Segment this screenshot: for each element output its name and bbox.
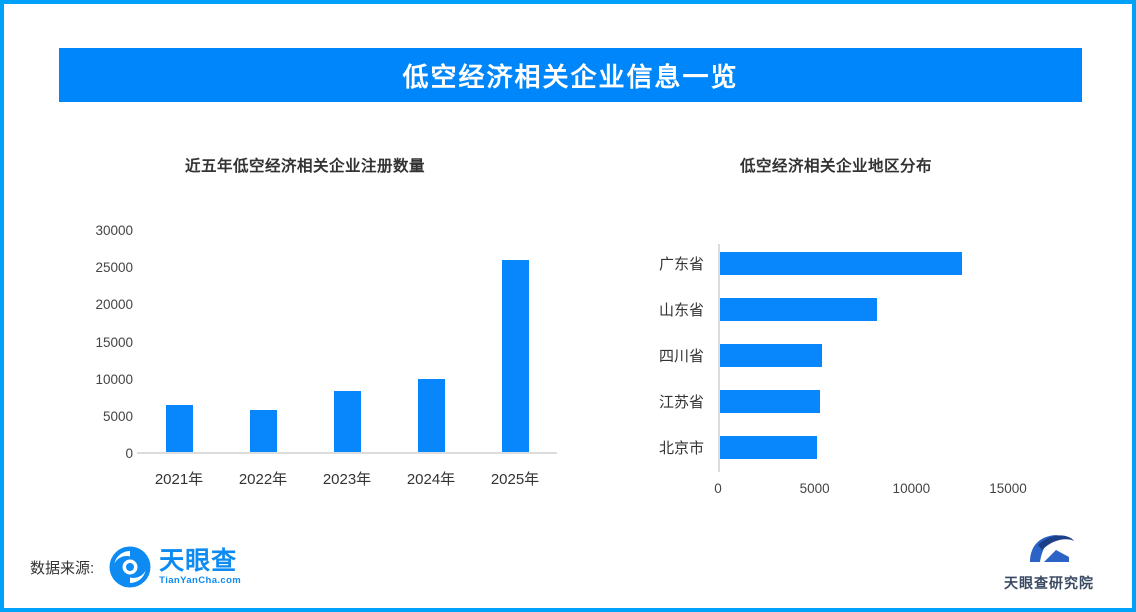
y-axis-tick-label: 5000: [102, 408, 133, 424]
bar-广东省: [718, 251, 962, 275]
y-axis-line: [718, 244, 720, 472]
bar-2022年: [249, 409, 277, 452]
chart-row: 广东省: [640, 240, 1100, 286]
region-bar-chart: 广东省山东省四川省江苏省北京市 0 5000 10000 15000: [640, 240, 1100, 510]
research-institute-label: 天眼查研究院: [1004, 575, 1094, 591]
x-axis-category-label: 2021年: [154, 471, 204, 488]
tianyancha-logo-subtext: TianYanCha.com: [159, 575, 242, 586]
data-source-label: 数据来源:: [30, 559, 95, 577]
category-label: 山东省: [658, 301, 704, 319]
y-axis-tick-label: 20000: [95, 297, 133, 313]
x-axis-category-label: 2024年: [406, 471, 456, 488]
y-axis-tick-label: 25000: [95, 260, 133, 276]
x-axis-category-label: 2023年: [322, 471, 372, 488]
x-axis-category-label: 2025年: [490, 471, 540, 488]
chart-row: 山东省: [640, 286, 1100, 332]
data-source: 数据来源: 天眼查 TianYanCha.com: [30, 545, 241, 589]
chart-row: 北京市: [640, 424, 1100, 470]
plot-area: [137, 231, 557, 454]
y-axis-tick-label: 0: [125, 446, 133, 461]
bar-2023年: [333, 391, 361, 452]
bar-2021年: [165, 405, 193, 452]
chart-row: 江苏省: [640, 378, 1100, 424]
tianyancha-logo-text: 天眼查: [159, 547, 238, 575]
research-institute-mark-icon: [1030, 535, 1074, 562]
x-axis-tick-label: 15000: [989, 481, 1027, 496]
tianyancha-eye-icon: [109, 546, 151, 588]
bar-2024年: [417, 379, 445, 452]
x-axis-tick-label: 5000: [799, 481, 830, 496]
category-label: 北京市: [658, 439, 704, 457]
y-axis-tick-label: 30000: [95, 223, 133, 238]
category-label: 江苏省: [658, 393, 704, 411]
y-axis-tick-label: 15000: [95, 334, 133, 350]
tianyancha-logo: 天眼查 TianYanCha.com: [108, 545, 241, 589]
x-axis-category-label: 2022年: [238, 471, 288, 488]
bar-四川省: [718, 343, 823, 367]
page-title-banner: 低空经济相关企业信息一览: [59, 48, 1082, 102]
region-chart-title: 低空经济相关企业地区分布: [740, 158, 933, 175]
bar-2025年: [501, 260, 529, 452]
bar-江苏省: [718, 389, 821, 413]
y-axis-tick-label: 10000: [95, 371, 133, 387]
tianyancha-research-logo: 天眼查研究院: [990, 531, 1108, 593]
x-axis-tick-label: 10000: [892, 481, 931, 496]
registration-bar-chart: 0 5000 10000 15000 20000 25000 30000 2021年 2022年…: [88, 215, 588, 500]
x-axis-tick-label: 0: [714, 481, 722, 496]
bar-山东省: [718, 297, 877, 321]
page-title: 低空经济相关企业信息一览: [402, 61, 739, 92]
chart-row: 四川省: [640, 332, 1100, 378]
category-label: 四川省: [658, 347, 704, 365]
tianyancha-logo-text-group: 天眼查 TianYanCha.com: [159, 548, 241, 586]
category-label: 广东省: [658, 255, 704, 273]
bar-北京市: [718, 435, 817, 459]
registration-chart-title: 近五年低空经济相关企业注册数量: [185, 158, 426, 175]
